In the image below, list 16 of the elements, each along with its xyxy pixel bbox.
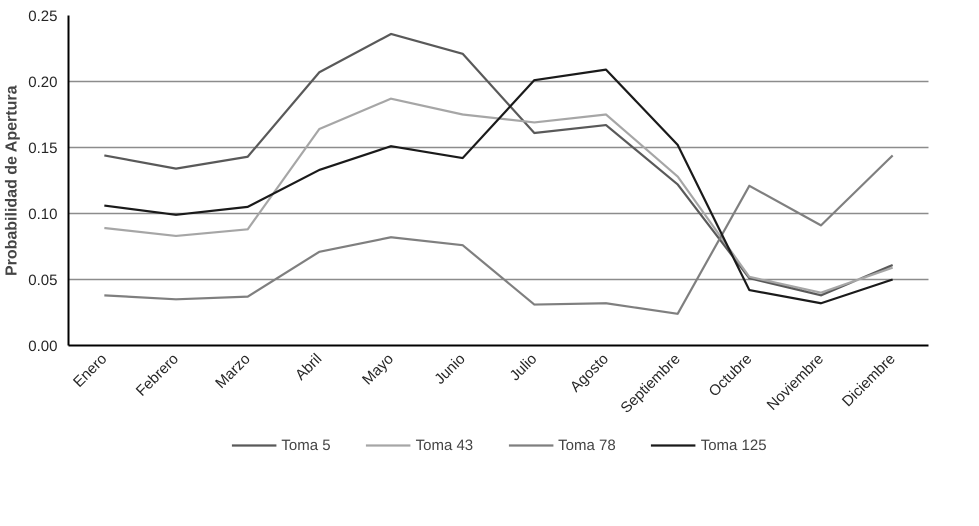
line-series [103, 32, 894, 296]
legend-label: Toma 78 [558, 436, 616, 454]
legend-label: Toma 5 [281, 436, 331, 454]
legend-label: Toma 125 [700, 436, 767, 454]
y-tick-label: 0.25 [28, 8, 58, 25]
y-tick-label: 0.15 [28, 140, 58, 157]
line-series [103, 68, 894, 304]
y-tick-label: 0.00 [28, 338, 58, 355]
x-tick-label: Julio [506, 350, 540, 384]
line-series [103, 98, 894, 294]
y-tick-label: 0.20 [28, 74, 58, 91]
y-tick-label: 0.10 [28, 206, 58, 223]
line-series [103, 154, 894, 315]
y-axis-title: Probabilidad de Apertura [3, 85, 20, 276]
y-tick-label: 0.05 [28, 272, 58, 289]
legend-label: Toma 43 [416, 436, 474, 454]
